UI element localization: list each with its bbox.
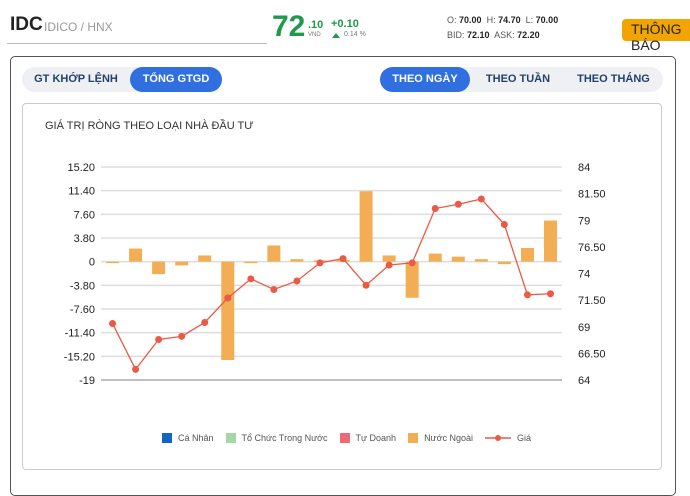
- bar-nuoc-ngoai: [267, 245, 281, 262]
- chart-card: [22, 103, 662, 470]
- legend-nuoc-ngoai[interactable]: Nước Ngoài: [408, 433, 473, 443]
- bar-nuoc-ngoai: [382, 255, 396, 262]
- legend-tu-doanh[interactable]: Tự Doanh: [339, 433, 396, 443]
- bar-nuoc-ngoai: [290, 259, 304, 262]
- period-tabs: THEO NGÀY THEO TUẦN THEO THÁNG: [380, 67, 663, 92]
- tab-theo-thang[interactable]: THEO THÁNG: [577, 73, 650, 85]
- bar-nuoc-ngoai: [451, 256, 465, 262]
- bar-nuoc-ngoai: [106, 261, 120, 264]
- left-tick-label: 15.20: [67, 162, 95, 174]
- price-point: [224, 294, 232, 302]
- right-tick-label: 66.50: [578, 348, 606, 360]
- notice-button[interactable]: THÔNG BÁO: [622, 19, 690, 53]
- legend-swatch: [162, 433, 172, 443]
- ask-value: 72.20: [517, 30, 540, 40]
- value-type-tabs: GT KHỚP LỆNH TỔNG GTGD: [22, 67, 222, 92]
- tab-theo-ngay[interactable]: THEO NGÀY: [380, 67, 470, 92]
- bar-nuoc-ngoai: [152, 261, 166, 275]
- bar-nuoc-ngoai: [221, 261, 235, 361]
- low-value: 70.00: [535, 15, 559, 25]
- right-tick-label: 74: [578, 269, 590, 281]
- chart-legend: Cá Nhân Tổ Chức Trong Nước Tự Doanh Nước…: [162, 433, 543, 443]
- legend-to-chuc[interactable]: Tổ Chức Trong Nước: [225, 433, 328, 443]
- bar-nuoc-ngoai: [175, 261, 189, 266]
- bar-nuoc-ngoai: [520, 247, 534, 262]
- exchange-label: IDICO / HNX: [44, 20, 113, 34]
- bar-nuoc-ngoai: [474, 259, 488, 262]
- ticker-symbol: IDC: [10, 14, 43, 35]
- bar-nuoc-ngoai: [359, 191, 373, 262]
- high-value: 74.70: [498, 15, 521, 25]
- price-point: [247, 275, 255, 283]
- price-point: [500, 221, 508, 229]
- price-point: [293, 277, 301, 285]
- open-value: 70.00: [459, 15, 482, 25]
- price-point: [431, 205, 439, 213]
- bar-nuoc-ngoai: [129, 248, 143, 262]
- price-point: [454, 200, 462, 208]
- price: 72: [272, 10, 306, 43]
- left-tick-label: -11.40: [65, 328, 95, 340]
- price-point: [109, 320, 117, 328]
- bar-nuoc-ngoai: [428, 253, 442, 262]
- price-point: [477, 195, 485, 203]
- left-tick-label: -3.80: [70, 280, 95, 292]
- price-decimal: .10: [308, 19, 324, 31]
- price-point: [546, 290, 554, 298]
- bid-ask-row: BID: 72.10 ASK: 72.20: [447, 30, 540, 40]
- tab-gt-khop-lenh[interactable]: GT KHỚP LỆNH: [34, 73, 118, 85]
- legend-line-icon: [485, 435, 512, 441]
- left-tick-label: -7.60: [70, 304, 95, 316]
- arrow-up-icon: [332, 33, 340, 38]
- right-tick-label: 81.50: [578, 189, 606, 201]
- right-tick-label: 79: [578, 215, 590, 227]
- legend-swatch: [339, 433, 350, 443]
- divider: [7, 43, 267, 44]
- bar-nuoc-ngoai: [198, 255, 212, 262]
- currency: VND: [308, 32, 321, 38]
- change-percent: 0.14 %: [344, 31, 366, 38]
- price-point: [362, 281, 370, 289]
- price-point: [523, 291, 531, 299]
- right-tick-label: 64: [578, 375, 590, 387]
- left-tick-label: -15.20: [64, 351, 95, 363]
- price-point: [132, 365, 140, 373]
- right-tick-label: 84: [578, 162, 590, 174]
- right-tick-label: 69: [578, 322, 590, 334]
- price-change: +0.10: [331, 18, 359, 30]
- bar-nuoc-ngoai: [543, 220, 557, 262]
- legend-swatch: [408, 433, 419, 443]
- left-tick-label: 11.40: [68, 186, 95, 198]
- legend-gia[interactable]: Giá: [485, 433, 531, 443]
- ohl-row: O: 70.00 H: 74.70 L: 70.00: [447, 15, 559, 25]
- bar-nuoc-ngoai: [244, 261, 258, 264]
- left-tick-label: 3.80: [74, 233, 95, 245]
- price-point: [385, 261, 393, 269]
- bar-nuoc-ngoai: [497, 261, 511, 265]
- bid-value: 72.10: [467, 30, 490, 40]
- price-line: [111, 198, 551, 371]
- chart-title: GIÁ TRỊ RÒNG THEO LOẠI NHÀ ĐẦU TƯ: [45, 120, 254, 132]
- price-point: [408, 259, 416, 267]
- left-tick-label: 0: [89, 257, 95, 269]
- left-tick-label: 7.60: [74, 209, 95, 221]
- tab-tong-gtgd[interactable]: TỔNG GTGD: [130, 67, 222, 92]
- price-point: [270, 285, 278, 293]
- price-point: [178, 332, 186, 340]
- right-tick-label: 71.50: [578, 295, 606, 307]
- right-tick-label: 76.50: [578, 242, 606, 254]
- bar-nuoc-ngoai: [405, 261, 419, 298]
- left-tick-label: -19: [79, 375, 95, 387]
- price-point: [155, 336, 163, 344]
- price-point: [201, 318, 209, 326]
- legend-swatch: [225, 433, 236, 443]
- price-point: [316, 259, 324, 267]
- tab-theo-tuan[interactable]: THEO TUẦN: [485, 73, 551, 85]
- price-point: [339, 255, 347, 263]
- legend-ca-nhan[interactable]: Cá Nhân: [162, 433, 214, 443]
